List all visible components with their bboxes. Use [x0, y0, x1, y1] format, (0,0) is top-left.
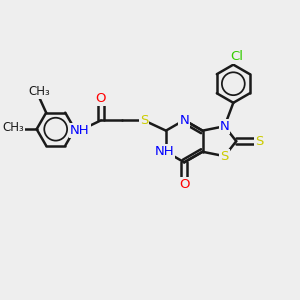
- Text: S: S: [140, 114, 148, 127]
- Text: O: O: [96, 92, 106, 105]
- Text: NH: NH: [155, 145, 174, 158]
- Text: NH: NH: [70, 124, 90, 137]
- Text: S: S: [256, 135, 264, 148]
- Text: O: O: [179, 178, 190, 191]
- Text: CH₃: CH₃: [2, 121, 24, 134]
- Text: N: N: [179, 114, 189, 127]
- Text: Cl: Cl: [230, 50, 243, 63]
- Text: CH₃: CH₃: [28, 85, 50, 98]
- Text: N: N: [220, 120, 230, 133]
- Text: S: S: [220, 150, 229, 163]
